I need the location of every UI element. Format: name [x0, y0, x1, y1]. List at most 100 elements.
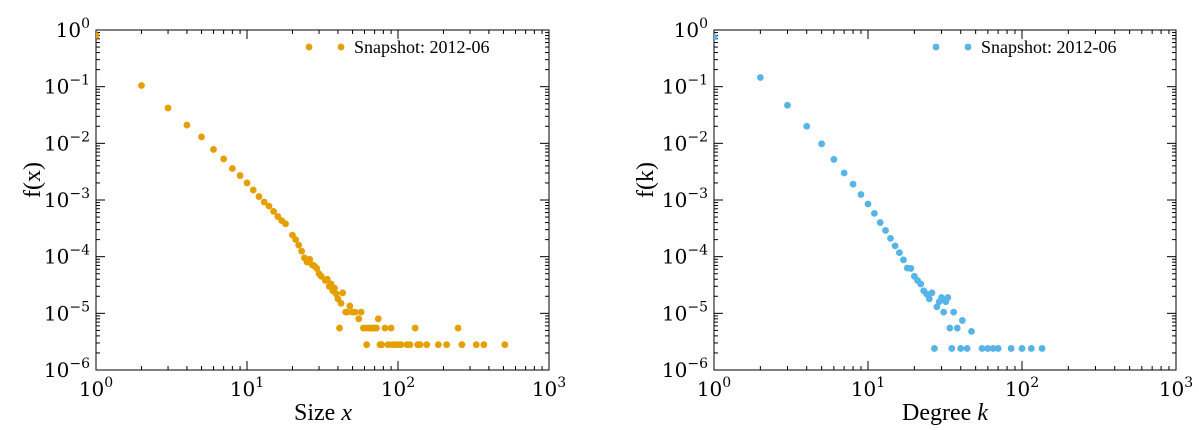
right-y-tick-label: 100 [674, 16, 708, 42]
data-point [917, 280, 925, 288]
right-points [714, 33, 1046, 352]
data-point [870, 210, 878, 217]
right-x-tick-label: 102 [1005, 375, 1039, 401]
data-point [236, 172, 244, 179]
right-x-tick-label: 103 [1159, 375, 1193, 401]
data-point [357, 308, 365, 316]
data-point [925, 295, 933, 303]
right-y-tick-label: 10−3 [662, 186, 708, 212]
left-xlabel-var: x [340, 400, 352, 426]
data-point [397, 341, 405, 349]
data-point [963, 345, 971, 352]
data-point [887, 235, 894, 242]
right-y-tick-label: 10−5 [662, 299, 708, 325]
data-point [423, 341, 431, 349]
left-y-tick-label: 10−2 [44, 129, 90, 155]
data-point [818, 140, 826, 148]
data-point [96, 32, 100, 39]
left-x-tick-label: 102 [381, 375, 415, 401]
data-point [198, 133, 205, 141]
left-xlabel-prefix: Size [294, 400, 341, 426]
data-point [282, 220, 289, 228]
data-point [298, 247, 306, 255]
data-point [1027, 345, 1035, 352]
data-point [363, 341, 371, 349]
data-point [374, 315, 382, 323]
data-point [907, 265, 915, 272]
data-point [337, 299, 345, 307]
right-legend-marker [964, 43, 972, 51]
data-point [270, 207, 277, 215]
data-point [458, 341, 466, 349]
data-point [210, 146, 217, 153]
data-point [928, 289, 936, 297]
data-point [950, 308, 958, 316]
left-legend-marker [305, 43, 313, 51]
data-point [336, 324, 343, 332]
right-x-tick-label: 101 [851, 375, 885, 401]
right-xlabel: Degree k [902, 400, 988, 426]
left-xlabel: Size x [294, 400, 352, 426]
data-point [406, 341, 414, 349]
left-y-tick-label: 10−1 [44, 73, 90, 99]
data-point [346, 302, 354, 310]
data-point [984, 345, 992, 352]
data-point [387, 324, 395, 332]
right-xlabel-var: k [977, 400, 988, 426]
data-point [317, 272, 325, 280]
data-point [953, 324, 961, 332]
right-ylabel: f(k) [633, 162, 659, 198]
data-point [803, 122, 811, 130]
left-plot-frame [95, 29, 550, 371]
data-point [472, 341, 480, 349]
data-point [501, 341, 509, 349]
data-point [249, 186, 257, 194]
left-chart-panel: f(x) Size x 100 101 102 103 100 10−1 10−2 10−3 1… [20, 16, 566, 426]
left-y-tick-label: 10−5 [44, 299, 90, 325]
data-point [443, 341, 451, 349]
right-chart-panel: f(k) Degree k 100 101 102 103 100 10−1 10−2 10−… [633, 16, 1193, 426]
data-point [958, 317, 966, 324]
data-point [931, 345, 938, 352]
data-point [292, 236, 300, 244]
data-point [784, 101, 791, 109]
data-point [857, 191, 865, 198]
left-y-tick-label: 10−3 [44, 186, 90, 212]
data-point [756, 74, 764, 81]
data-point [978, 345, 986, 352]
left-legend-marker [337, 43, 345, 51]
right-plot-frame [713, 29, 1177, 371]
data-point [938, 294, 945, 301]
left-x-tick-label: 100 [79, 375, 113, 401]
data-point [946, 324, 954, 332]
data-point [840, 169, 848, 177]
data-point [957, 345, 965, 352]
data-point [313, 265, 321, 272]
data-point [940, 308, 948, 316]
left-y-tick-label: 10−4 [44, 243, 90, 269]
data-point [138, 82, 145, 89]
data-point [849, 180, 857, 188]
data-point [1018, 345, 1026, 352]
data-point [220, 155, 228, 163]
data-point [416, 341, 424, 349]
right-legend-marker [932, 43, 940, 51]
data-point [378, 341, 386, 349]
data-point [994, 345, 1002, 352]
right-y-tick-label: 10−1 [662, 73, 708, 99]
data-point [355, 315, 363, 323]
data-point [183, 121, 191, 129]
data-point [948, 345, 956, 352]
left-x-tick-label: 101 [230, 375, 264, 401]
right-x-tick-label: 100 [697, 375, 731, 401]
left-x-tick-label: 103 [532, 375, 566, 401]
data-point [255, 193, 263, 200]
data-point [306, 255, 314, 263]
data-point [714, 33, 718, 41]
data-point [900, 256, 907, 264]
data-point [882, 227, 889, 234]
data-point [864, 200, 872, 208]
left-ylabel: f(x) [20, 162, 46, 198]
data-point [1007, 345, 1015, 352]
